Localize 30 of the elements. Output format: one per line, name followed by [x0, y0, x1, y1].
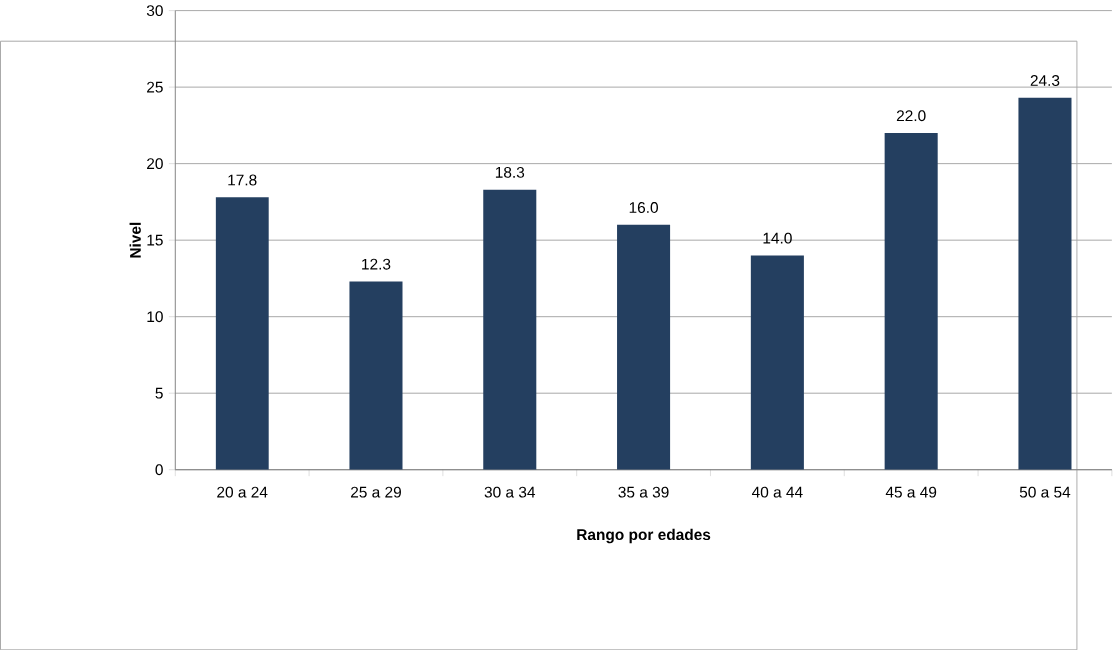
bar [349, 281, 403, 470]
x-tick-label: 30 a 34 [484, 486, 536, 498]
x-tick-label: 40 a 44 [751, 486, 803, 498]
y-tick-label: 25 [147, 81, 163, 93]
data-label: 24.3 [1030, 74, 1060, 86]
y-tick-label: 10 [147, 311, 163, 322]
data-label: 17.8 [228, 174, 257, 186]
bar [215, 197, 269, 470]
data-label: 16.0 [629, 201, 658, 213]
y-tick-label: 30 [146, 4, 163, 16]
bar [1018, 97, 1072, 470]
x-tick-label: 45 a 49 [885, 486, 937, 498]
x-tick-label: 50 a 54 [1019, 486, 1071, 498]
data-label: 14.0 [763, 232, 792, 244]
bar [483, 189, 537, 470]
bar [884, 132, 938, 470]
y-tick-label: 5 [155, 387, 163, 399]
data-label: 22.0 [896, 110, 926, 122]
y-tick-label: 15 [147, 234, 163, 246]
x-tick-label: 20 a 24 [217, 486, 268, 498]
bar [617, 224, 671, 470]
x-tick-label: 35 a 39 [618, 486, 669, 498]
y-axis-title: Nivel [129, 222, 141, 258]
x-tick-label: 25 a 29 [351, 486, 401, 498]
y-tick-label: 0 [155, 464, 163, 476]
y-tick-label: 20 [147, 158, 163, 169]
data-label: 12.3 [362, 258, 391, 270]
x-axis-title: Rango por edades [577, 528, 711, 544]
data-label: 18.3 [495, 166, 525, 178]
bar [750, 255, 804, 470]
